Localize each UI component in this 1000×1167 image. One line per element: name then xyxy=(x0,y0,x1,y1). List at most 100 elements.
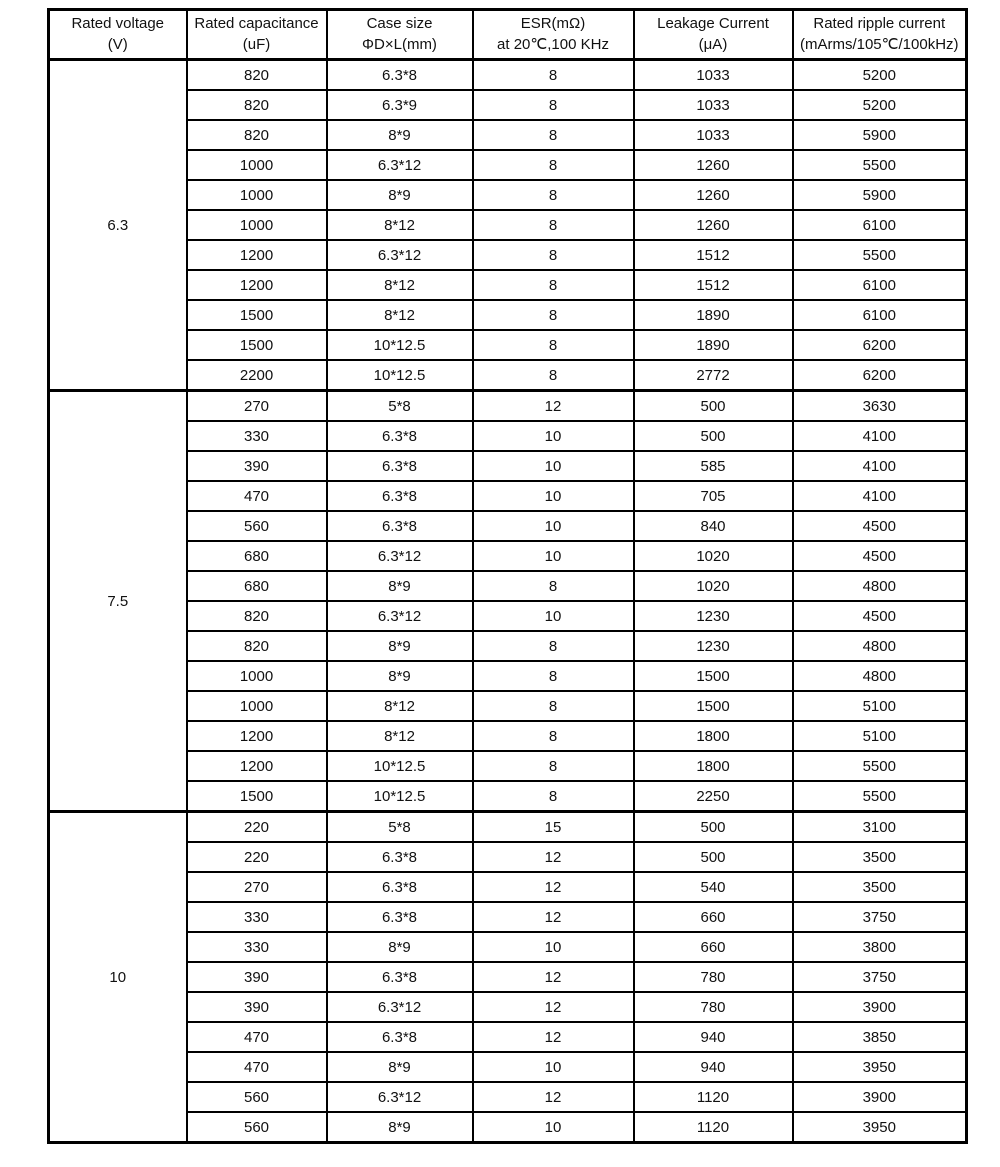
header-line: (V) xyxy=(107,35,128,53)
cell-rated-ripple-current: 4100 xyxy=(791,420,968,452)
table-row: 1500 8*12 8 1890 6100 xyxy=(49,299,968,331)
cell-case-size: 6.3*8 xyxy=(325,961,474,993)
cell-esr: 8 xyxy=(471,720,635,752)
cell-leakage-current: 1512 xyxy=(632,239,794,271)
cell-rated-capacitance: 1200 xyxy=(185,239,328,271)
cell-rated-ripple-current: 3850 xyxy=(791,1021,968,1053)
cell-rated-ripple-current: 5100 xyxy=(791,690,968,722)
cell-case-size: 6.3*8 xyxy=(325,450,474,482)
cell-leakage-current: 1033 xyxy=(632,89,794,121)
cell-esr: 10 xyxy=(471,450,635,482)
cell-esr: 10 xyxy=(471,510,635,542)
header-line: (μA) xyxy=(698,35,728,53)
cell-esr: 12 xyxy=(471,1021,635,1053)
table-row: 470 6.3*8 12 940 3850 xyxy=(49,1021,968,1053)
cell-rated-capacitance: 820 xyxy=(185,630,328,662)
cell-rated-ripple-current: 3750 xyxy=(791,901,968,933)
cell-rated-ripple-current: 6200 xyxy=(791,329,968,361)
cell-esr: 8 xyxy=(471,299,635,331)
cell-leakage-current: 1800 xyxy=(632,750,794,782)
cell-rated-capacitance: 680 xyxy=(185,570,328,602)
cell-rated-capacitance: 1500 xyxy=(185,780,328,813)
table-row: 390 6.3*8 12 780 3750 xyxy=(49,961,968,993)
cell-esr: 8 xyxy=(471,119,635,151)
cell-rated-capacitance: 1000 xyxy=(185,209,328,241)
cell-leakage-current: 840 xyxy=(632,510,794,542)
voltage-group-cell: 6.3 xyxy=(47,58,188,392)
cell-rated-capacitance: 390 xyxy=(185,991,328,1023)
cell-rated-capacitance: 1000 xyxy=(185,179,328,211)
cell-esr: 8 xyxy=(471,269,635,301)
cell-case-size: 8*9 xyxy=(325,570,474,602)
table-row: 330 6.3*8 10 500 4100 xyxy=(49,420,968,452)
cell-esr: 8 xyxy=(471,149,635,181)
cell-case-size: 8*12 xyxy=(325,299,474,331)
cell-leakage-current: 940 xyxy=(632,1051,794,1083)
cell-leakage-current: 780 xyxy=(632,991,794,1023)
col-header-esr: ESR(mΩ) at 20℃,100 KHz xyxy=(471,8,635,61)
cell-case-size: 6.3*12 xyxy=(325,239,474,271)
cell-rated-ripple-current: 3950 xyxy=(791,1051,968,1083)
cell-rated-ripple-current: 4800 xyxy=(791,570,968,602)
cell-rated-capacitance: 330 xyxy=(185,931,328,963)
cell-leakage-current: 1260 xyxy=(632,149,794,181)
table-row: 1000 8*12 8 1500 5100 xyxy=(49,690,968,722)
cell-rated-ripple-current: 4500 xyxy=(791,600,968,632)
header-line: (mArms/105℃/100kHz) xyxy=(799,35,959,53)
cell-leakage-current: 1020 xyxy=(632,570,794,602)
cell-leakage-current: 1890 xyxy=(632,329,794,361)
cell-rated-capacitance: 1000 xyxy=(185,690,328,722)
cell-case-size: 8*12 xyxy=(325,209,474,241)
cell-leakage-current: 1500 xyxy=(632,690,794,722)
cell-rated-capacitance: 680 xyxy=(185,540,328,572)
cell-rated-ripple-current: 3900 xyxy=(791,1081,968,1113)
cell-esr: 15 xyxy=(471,810,635,843)
cell-leakage-current: 500 xyxy=(632,420,794,452)
table-row: 390 6.3*8 10 585 4100 xyxy=(49,450,968,482)
cell-leakage-current: 500 xyxy=(632,389,794,422)
cell-rated-capacitance: 560 xyxy=(185,1111,328,1144)
cell-esr: 8 xyxy=(471,359,635,392)
cell-case-size: 5*8 xyxy=(325,810,474,843)
cell-rated-capacitance: 2200 xyxy=(185,359,328,392)
cell-rated-capacitance: 470 xyxy=(185,1021,328,1053)
cell-leakage-current: 1020 xyxy=(632,540,794,572)
cell-leakage-current: 1120 xyxy=(632,1111,794,1144)
cell-esr: 10 xyxy=(471,540,635,572)
header-row: Rated voltage (V) Rated capacitance (uF)… xyxy=(47,8,968,61)
cell-rated-capacitance: 390 xyxy=(185,961,328,993)
cell-esr: 12 xyxy=(471,961,635,993)
table-row: 6.3 820 6.3*8 8 1033 5200 xyxy=(47,58,968,392)
cell-leakage-current: 1120 xyxy=(632,1081,794,1113)
cell-esr: 8 xyxy=(471,239,635,271)
cell-rated-ripple-current: 5500 xyxy=(791,780,968,813)
cell-rated-capacitance: 1200 xyxy=(185,269,328,301)
cell-rated-ripple-current: 3800 xyxy=(791,931,968,963)
cell-rated-capacitance: 330 xyxy=(185,901,328,933)
cell-rated-ripple-current: 5200 xyxy=(791,89,968,121)
cell-rated-ripple-current: 4800 xyxy=(791,660,968,692)
cell-case-size: 8*9 xyxy=(325,1051,474,1083)
cell-rated-ripple-current: 3100 xyxy=(791,810,968,843)
table-row: 1000 8*9 8 1500 4800 xyxy=(49,660,968,692)
cell-rated-capacitance: 220 xyxy=(185,810,328,843)
col-header-rated-capacitance: Rated capacitance (uF) xyxy=(185,8,328,61)
cell-rated-ripple-current: 5900 xyxy=(791,119,968,151)
cell-leakage-current: 1500 xyxy=(632,660,794,692)
cell-rated-capacitance: 820 xyxy=(185,89,328,121)
cell-leakage-current: 2250 xyxy=(632,780,794,813)
header-line: ESR(mΩ) xyxy=(520,15,586,33)
cell-case-size: 6.3*12 xyxy=(325,600,474,632)
cell-case-size: 8*9 xyxy=(325,660,474,692)
cell-rated-ripple-current: 4500 xyxy=(791,540,968,572)
cell-rated-ripple-current: 4100 xyxy=(791,480,968,512)
cell-esr: 8 xyxy=(471,660,635,692)
table-row: 330 6.3*8 12 660 3750 xyxy=(49,901,968,933)
cell-rated-ripple-current: 3500 xyxy=(791,841,968,873)
cell-case-size: 8*9 xyxy=(325,1111,474,1144)
cell-rated-ripple-current: 5200 xyxy=(791,58,968,91)
cell-leakage-current: 1260 xyxy=(632,179,794,211)
cell-esr: 12 xyxy=(471,389,635,422)
cell-rated-capacitance: 470 xyxy=(185,480,328,512)
cell-rated-capacitance: 1200 xyxy=(185,750,328,782)
